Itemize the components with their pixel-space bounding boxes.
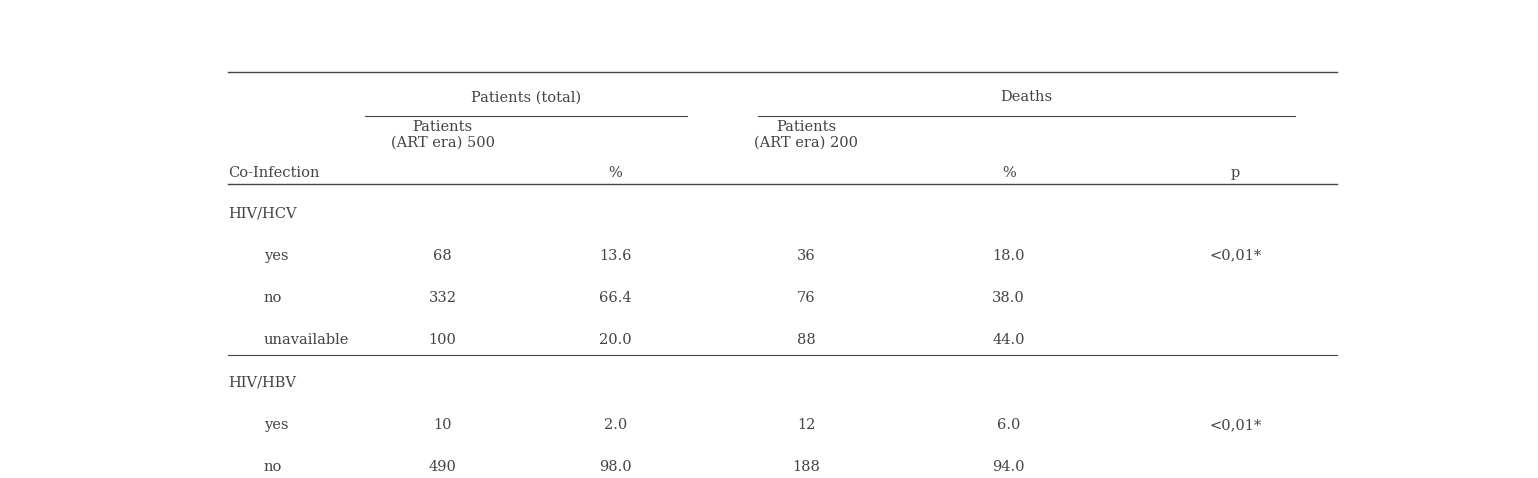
Text: unavailable: unavailable [265,334,349,348]
Text: 88: 88 [797,334,815,348]
Text: 188: 188 [792,460,820,474]
Text: yes: yes [265,249,288,263]
Text: 332: 332 [429,291,457,305]
Text: 6.0: 6.0 [997,418,1020,432]
Text: Patients
(ART era) 200: Patients (ART era) 200 [754,120,858,150]
Text: Co-Infection: Co-Infection [228,166,320,180]
Text: 76: 76 [797,291,815,305]
Text: 12: 12 [797,418,815,432]
Text: HIV/HBV: HIV/HBV [228,376,295,390]
Text: 68: 68 [434,249,452,263]
Text: 44.0: 44.0 [992,334,1024,348]
Text: p: p [1230,166,1240,180]
Text: 36: 36 [797,249,815,263]
Text: 38.0: 38.0 [992,291,1026,305]
Text: %: % [609,166,623,180]
Text: Patients (total): Patients (total) [471,90,581,105]
Text: 10: 10 [434,418,452,432]
Text: 100: 100 [429,334,457,348]
Text: Patients
(ART era) 500: Patients (ART era) 500 [391,120,495,150]
Text: no: no [265,460,281,474]
Text: HIV/HCV: HIV/HCV [228,206,297,220]
Text: 98.0: 98.0 [600,460,632,474]
Text: <0,01*: <0,01* [1209,418,1261,432]
Text: 490: 490 [429,460,457,474]
Text: <0,01*: <0,01* [1209,249,1261,263]
Text: Deaths: Deaths [1001,90,1052,105]
Text: no: no [265,291,281,305]
Text: 20.0: 20.0 [600,334,632,348]
Text: 66.4: 66.4 [600,291,632,305]
Text: 94.0: 94.0 [992,460,1024,474]
Text: 13.6: 13.6 [600,249,632,263]
Text: yes: yes [265,418,288,432]
Text: %: % [1001,166,1015,180]
Text: 2.0: 2.0 [604,418,628,432]
Text: 18.0: 18.0 [992,249,1024,263]
